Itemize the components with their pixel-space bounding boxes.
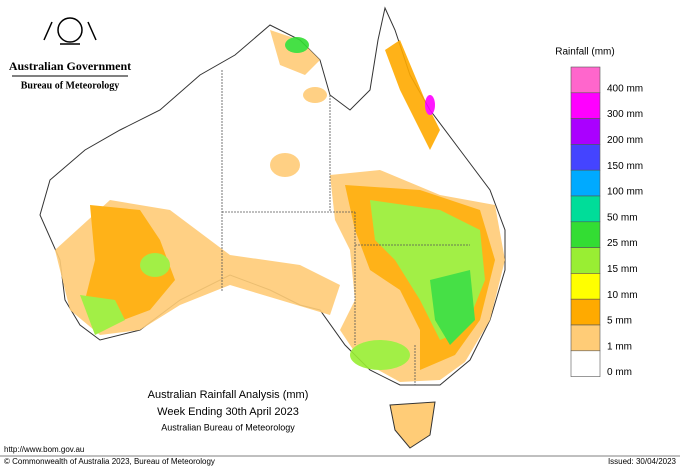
legend-label: 400 mm (607, 83, 643, 94)
legend-label: 5 mm (607, 316, 632, 327)
state-borders (221, 70, 470, 385)
legend-label: 25 mm (607, 238, 638, 249)
map-title: Australian Rainfall Analysis (mm) (148, 389, 309, 401)
tasmania (389, 401, 436, 449)
legend-label: 50 mm (607, 212, 638, 223)
copyright: © Commonwealth of Australia 2023, Bureau… (4, 457, 215, 466)
legend-label: 150 mm (607, 161, 643, 172)
legend-swatch (570, 324, 601, 352)
legend-label: 1 mm (607, 341, 632, 352)
legend-swatch (570, 195, 601, 223)
legend-label: 300 mm (607, 109, 643, 120)
map-subtitle: Week Ending 30th April 2023 (157, 406, 299, 418)
legend-label: 10 mm (607, 290, 638, 301)
url: http://www.bom.gov.au (4, 445, 84, 454)
legend-label: 100 mm (607, 187, 643, 198)
crest (43, 17, 97, 45)
legend-label: 200 mm (607, 135, 643, 146)
legend-swatch (570, 273, 601, 300)
legend-title: Rainfall (mm) (555, 47, 614, 58)
legend-swatch (570, 169, 601, 197)
australia-map (39, 6, 506, 449)
legend-swatch (570, 221, 601, 248)
legend-label: 15 mm (607, 264, 638, 275)
issued-date: Issued: 30/04/2023 (608, 457, 677, 466)
agency-name: Bureau of Meteorology (21, 80, 120, 91)
legend-label: 0 mm (607, 367, 632, 378)
map-source: Australian Bureau of Meteorology (161, 422, 295, 432)
government-name: Australian Government (9, 59, 131, 73)
legend-swatch (570, 92, 601, 119)
legend-swatch (570, 247, 601, 274)
legend-swatch (570, 298, 601, 326)
legend-swatch (570, 144, 601, 171)
legend-swatch (570, 118, 601, 145)
rain-areas (55, 30, 505, 382)
legend: 400 mm 300 mm 200 mm 150 mm 100 mm 50 mm 25 mm… (570, 66, 643, 378)
legend-swatch (570, 66, 601, 94)
legend-swatch (570, 350, 601, 377)
